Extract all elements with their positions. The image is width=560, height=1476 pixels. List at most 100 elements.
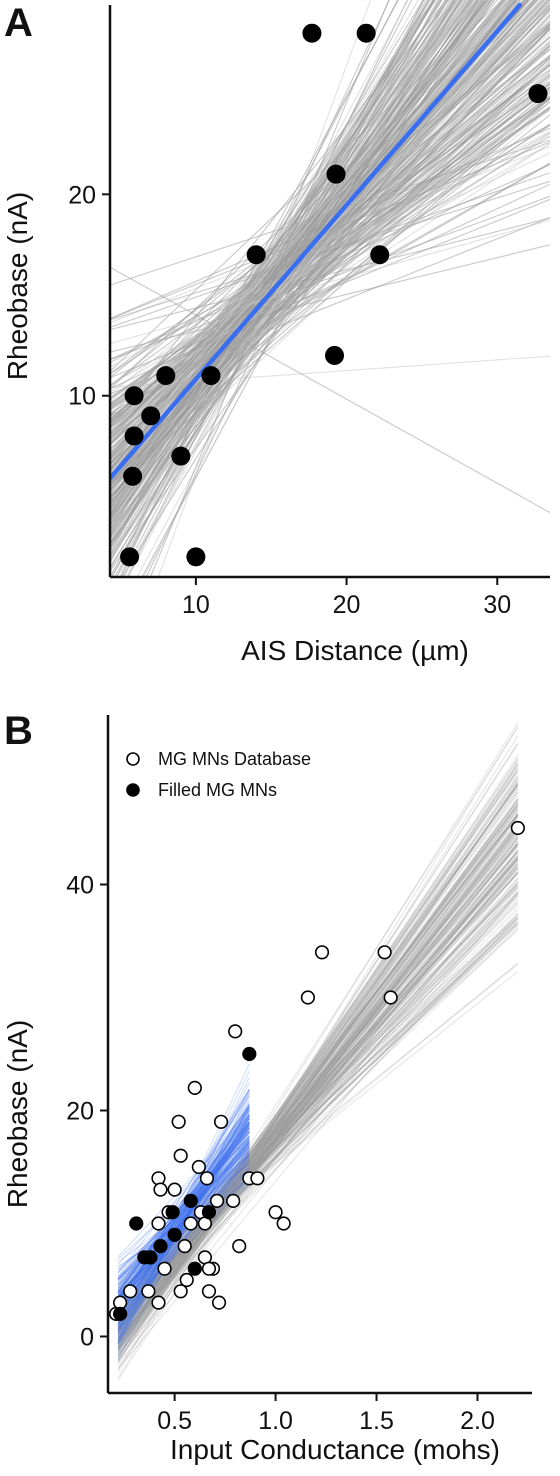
bootstrap-line-gray <box>117 844 519 1345</box>
bootstrap-line-blue <box>117 1110 250 1302</box>
bootstrap-line <box>110 132 550 386</box>
bootstrap-line-gray <box>117 884 519 1297</box>
bootstrap-line-blue <box>117 1104 250 1318</box>
panel-a-regression-line-group <box>110 2 523 481</box>
bootstrap-line-blue <box>117 1131 250 1277</box>
bootstrap-line-blue <box>117 1130 250 1293</box>
y-tick-label: 10 <box>68 383 96 411</box>
bootstrap-line <box>110 107 550 438</box>
bootstrap-line-gray <box>117 855 519 1336</box>
bootstrap-line-gray <box>117 815 519 1347</box>
data-point <box>326 164 346 184</box>
bootstrap-line-blue <box>117 1138 250 1301</box>
bootstrap-line-blue <box>117 1104 250 1306</box>
bootstrap-line <box>110 0 546 447</box>
bootstrap-line-gray <box>117 783 519 1362</box>
bootstrap-line-gray <box>117 963 519 1286</box>
bootstrap-line-gray <box>117 815 519 1349</box>
bootstrap-line <box>110 0 479 528</box>
bootstrap-line <box>110 77 550 464</box>
bootstrap-line-blue <box>117 1129 250 1299</box>
bootstrap-line <box>110 0 465 522</box>
bootstrap-line <box>110 55 550 406</box>
bootstrap-line-blue <box>117 1131 250 1313</box>
bootstrap-line-gray <box>117 822 519 1345</box>
bootstrap-line-blue <box>117 1090 250 1321</box>
bootstrap-line-blue <box>117 1070 250 1345</box>
open-point <box>314 945 330 960</box>
bootstrap-line-gray <box>117 893 519 1327</box>
filled-point <box>187 1261 202 1276</box>
bootstrap-line-gray <box>117 816 519 1319</box>
open-point <box>173 1284 188 1299</box>
bootstrap-line-gray <box>117 803 519 1356</box>
bootstrap-line <box>121 0 483 577</box>
bootstrap-line-blue <box>117 1136 250 1274</box>
bootstrap-line-blue <box>117 1151 250 1305</box>
bootstrap-line-gray <box>117 822 519 1346</box>
panel-b-letter: B <box>4 709 33 753</box>
bootstrap-line-gray <box>117 971 519 1290</box>
bootstrap-line-blue <box>117 1166 250 1289</box>
bootstrap-line-blue <box>117 1089 250 1341</box>
bootstrap-line-gray <box>117 851 519 1341</box>
bootstrap-line-blue <box>117 1141 250 1298</box>
y-tick-label: 20 <box>68 181 96 209</box>
panel-a-axes: 10 20 30 10 20 <box>68 5 550 619</box>
bootstrap-line <box>157 0 372 577</box>
bootstrap-line-gray <box>117 828 519 1345</box>
bootstrap-line-blue <box>117 1107 250 1309</box>
bootstrap-line-gray <box>117 841 519 1311</box>
filled-point <box>143 1250 158 1265</box>
bootstrap-line-blue <box>117 1110 250 1314</box>
bootstrap-line-blue <box>117 1138 250 1299</box>
panel-a-bootstrap-lines <box>110 0 550 577</box>
bootstrap-line-blue <box>117 1170 250 1295</box>
bootstrap-line-blue <box>117 1145 250 1304</box>
bootstrap-line-blue <box>117 1108 250 1302</box>
bootstrap-line <box>111 0 413 577</box>
bootstrap-line-gray <box>117 799 519 1358</box>
bootstrap-line-gray <box>117 785 519 1330</box>
bootstrap-line-blue <box>117 1144 250 1309</box>
bootstrap-line-gray <box>117 814 519 1316</box>
open-point <box>183 1216 198 1231</box>
bootstrap-line-blue <box>117 1121 250 1340</box>
bootstrap-line-gray <box>117 901 519 1294</box>
bootstrap-line-gray <box>117 781 519 1370</box>
data-point <box>171 446 191 466</box>
x-tick-label: 2.0 <box>460 1407 495 1435</box>
bootstrap-line-blue <box>117 1149 250 1303</box>
bootstrap-line-gray <box>117 872 519 1303</box>
bootstrap-line <box>149 0 390 577</box>
bootstrap-line-blue <box>117 1142 250 1293</box>
bootstrap-line-blue <box>117 1114 250 1258</box>
bootstrap-line <box>110 106 550 425</box>
bootstrap-line <box>110 63 550 498</box>
bootstrap-line-blue <box>117 1122 250 1314</box>
bootstrap-line-gray <box>117 805 519 1338</box>
filled-point <box>201 1205 217 1220</box>
panel-b-points <box>108 820 525 1321</box>
open-point <box>173 1148 188 1163</box>
bootstrap-line <box>110 96 550 399</box>
panel-b-legend: MG MNs Database Filled MG MNs <box>126 749 311 800</box>
bootstrap-line-gray <box>117 850 519 1337</box>
bootstrap-line-blue <box>117 1117 250 1334</box>
bootstrap-line-gray <box>117 850 519 1340</box>
bootstrap-line-gray <box>117 920 519 1300</box>
open-point <box>211 1295 227 1310</box>
open-point <box>187 1080 202 1095</box>
bootstrap-line-blue <box>117 1131 250 1307</box>
bootstrap-line-blue <box>117 1127 250 1304</box>
bootstrap-line <box>110 28 550 484</box>
bootstrap-line-gray <box>117 825 519 1351</box>
bootstrap-line-gray <box>117 807 519 1351</box>
open-point <box>123 1284 138 1299</box>
y-tick-label: 40 <box>66 872 94 900</box>
bootstrap-line-blue <box>117 1129 250 1314</box>
bootstrap-line-blue <box>117 1109 250 1335</box>
panel-b-y-axis-title: Rheobase (nA) <box>2 1020 33 1208</box>
bootstrap-line-gray <box>117 858 519 1333</box>
